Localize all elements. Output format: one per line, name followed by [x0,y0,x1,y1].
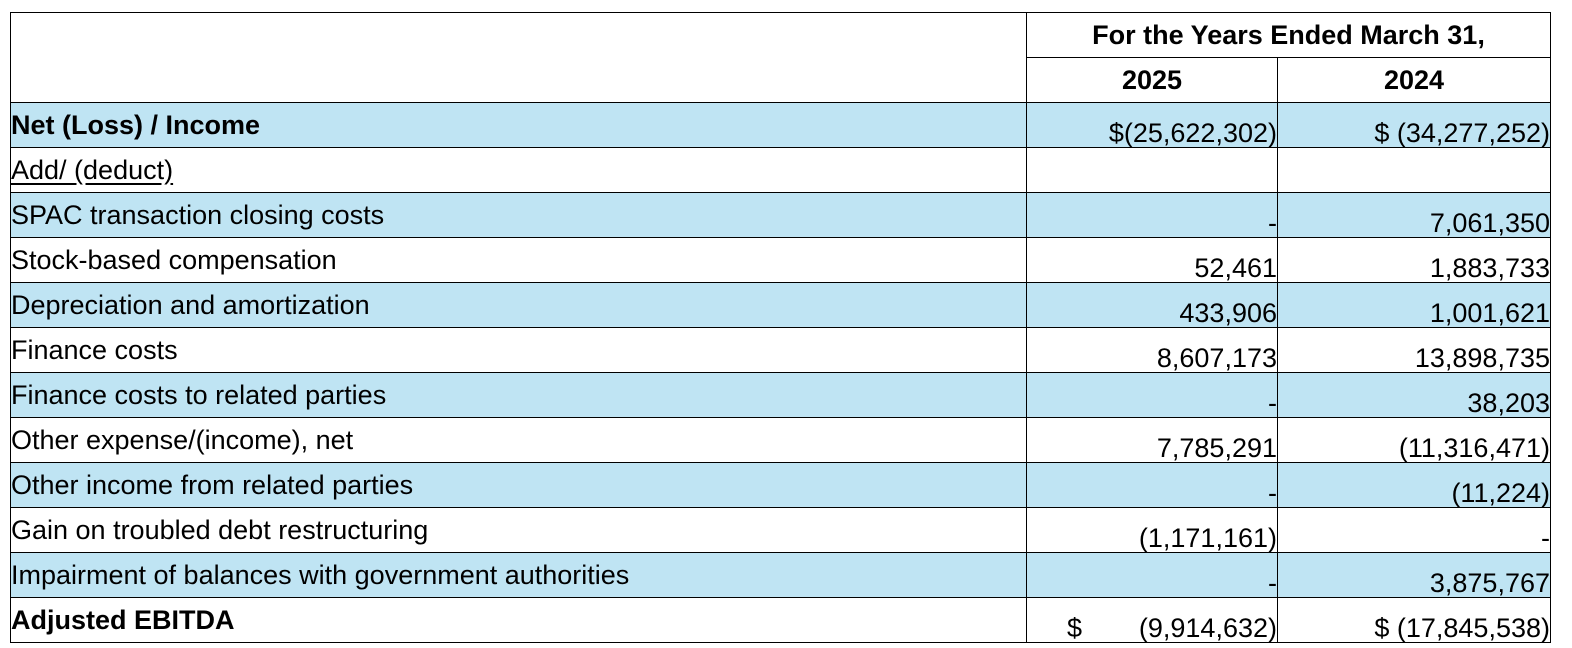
row-2025-value: 433,906 [1026,282,1278,328]
row-2025-value: - [1026,552,1278,598]
row-2024-value: (11,316,471) [1277,417,1551,463]
row-2025-value: (1,171,161) [1026,507,1278,553]
row-label: Finance costs [10,327,1027,373]
net-loss-2025: $(25,622,302) [1026,102,1278,148]
row-label: Other income from related parties [10,462,1027,508]
adjusted-ebitda-label: Adjusted EBITDA [10,597,1027,643]
row-2025-value: - [1026,372,1278,418]
row-label: Depreciation and amortization [10,282,1027,328]
adjusted-ebitda-table: For the Years Ended March 31, 2025 2024 … [10,12,1551,643]
adjust-label-cell: Add/ (deduct) [10,147,1027,193]
row-2024-value: 13,898,735 [1277,327,1551,373]
adjust-label-row: Add/ (deduct) [10,147,1551,193]
adjust-2025-empty [1026,147,1278,193]
table-row: Depreciation and amortization 433,906 1,… [10,282,1551,328]
table-row: Finance costs to related parties - 38,20… [10,372,1551,418]
row-2025-value: 8,607,173 [1026,327,1278,373]
table-row: Other income from related parties - (11,… [10,462,1551,508]
row-label: Gain on troubled debt restructuring [10,507,1027,553]
adjust-label: Add/ (deduct) [11,154,174,185]
row-2025-value: - [1026,192,1278,238]
row-2024-value: 7,061,350 [1277,192,1551,238]
adjusted-ebitda-2025-cell: $ (9,914,632) [1026,597,1278,643]
table-row: Impairment of balances with government a… [10,552,1551,598]
table-row: Stock-based compensation 52,461 1,883,73… [10,237,1551,283]
period-title: For the Years Ended March 31, [1026,12,1551,58]
adjust-2024-empty [1277,147,1551,193]
net-loss-2024: $ (34,277,252) [1277,102,1551,148]
net-loss-label: Net (Loss) / Income [10,102,1027,148]
row-2024-value: 1,001,621 [1277,282,1551,328]
header-row-period: For the Years Ended March 31, [10,12,1551,103]
row-2025-value: - [1026,462,1278,508]
header-blank-cell [10,12,1027,103]
year-2024-header: 2024 [1277,57,1551,103]
adjusted-ebitda-row: Adjusted EBITDA $ (9,914,632) $ (17,845,… [10,597,1551,643]
row-2024-value: 3,875,767 [1277,552,1551,598]
table-row: Other expense/(income), net 7,785,291 (1… [10,417,1551,463]
adjusted-ebitda-2025: (9,914,632) [1138,613,1277,643]
table-row: Finance costs 8,607,173 13,898,735 [10,327,1551,373]
row-2025-value: 7,785,291 [1026,417,1278,463]
row-label: Impairment of balances with government a… [10,552,1027,598]
adjusted-ebitda-2024: $ (17,845,538) [1277,597,1551,643]
row-label: SPAC transaction closing costs [10,192,1027,238]
currency-symbol: $ [1067,613,1083,643]
row-2024-value: (11,224) [1277,462,1551,508]
net-loss-row: Net (Loss) / Income $(25,622,302) $ (34,… [10,102,1551,148]
table-row: Gain on troubled debt restructuring (1,1… [10,507,1551,553]
table-row: SPAC transaction closing costs - 7,061,3… [10,192,1551,238]
row-2024-value: 1,883,733 [1277,237,1551,283]
header-row-years: 2025 2024 [11,57,1551,103]
row-label: Stock-based compensation [10,237,1027,283]
year-2025-header: 2025 [1026,57,1278,103]
row-2025-value: 52,461 [1026,237,1278,283]
row-2024-value: - [1277,507,1551,553]
row-label: Finance costs to related parties [10,372,1027,418]
row-2024-value: 38,203 [1277,372,1551,418]
row-label: Other expense/(income), net [10,417,1027,463]
